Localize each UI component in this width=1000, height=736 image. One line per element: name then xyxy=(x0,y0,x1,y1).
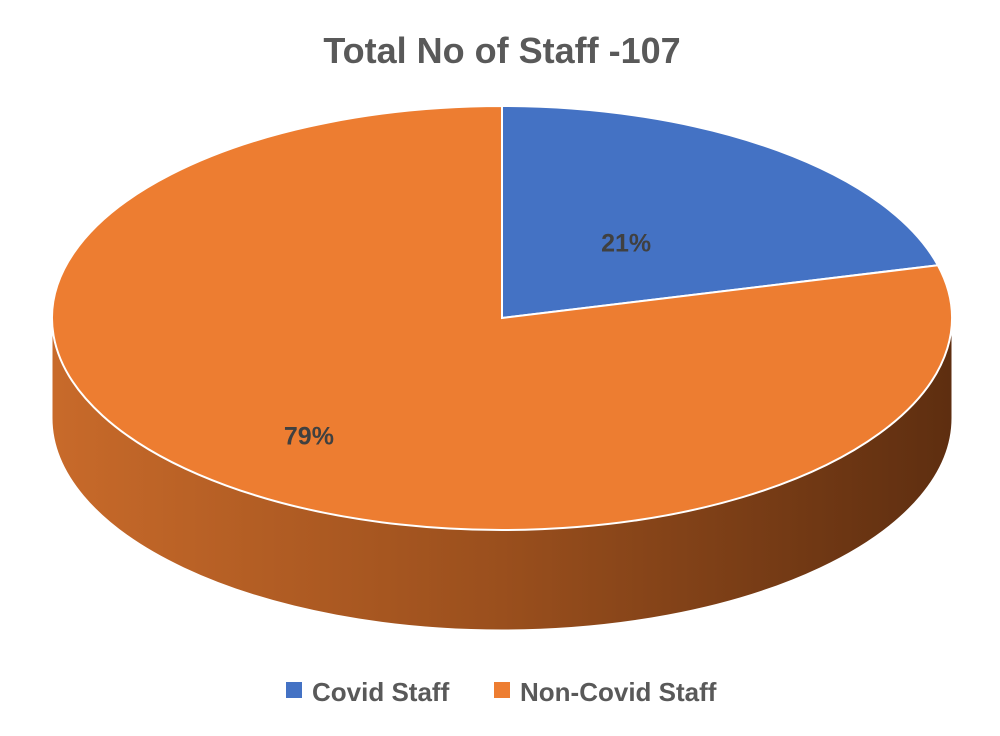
pie-slices xyxy=(51,104,953,531)
legend: Covid Staff Non-Covid Staff xyxy=(286,677,717,707)
data-labels: 21% 79% xyxy=(284,230,651,451)
chart-title: Total No of Staff -107 xyxy=(323,30,680,71)
legend-label-covid-staff: Covid Staff xyxy=(312,677,450,707)
pie-slice-covid-staff xyxy=(501,104,940,320)
legend-swatch-non-covid-staff xyxy=(494,682,510,698)
pie-slice-non-covid-staff xyxy=(51,104,953,531)
data-label-non-covid-staff: 79% xyxy=(284,422,334,450)
data-label-covid-staff: 21% xyxy=(601,230,651,258)
legend-swatch-covid-staff xyxy=(286,682,302,698)
legend-label-non-covid-staff: Non-Covid Staff xyxy=(520,677,717,707)
